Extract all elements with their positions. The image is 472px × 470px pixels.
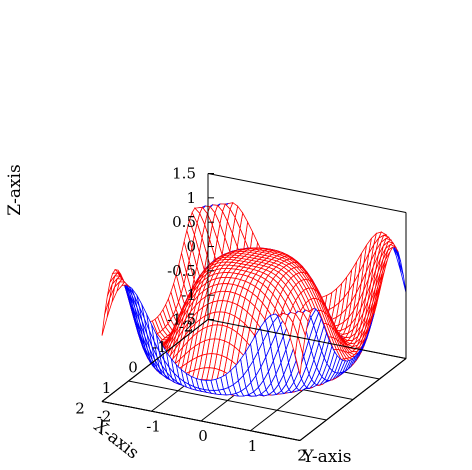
z-tick-label: -0.5 (167, 262, 196, 280)
box-edge-front (101, 319, 209, 402)
box-edge (207, 319, 407, 359)
z-tick-label: -1 (181, 286, 196, 304)
x-tick-label: 0 (128, 359, 138, 377)
box-edge (207, 173, 407, 213)
z-tick-label: 1.5 (172, 164, 196, 182)
z-tick-label: 1 (186, 189, 196, 207)
mesh-cell (101, 298, 110, 336)
y-tick-label: 2 (297, 447, 307, 465)
x-tick-label: 1 (102, 379, 112, 397)
bounding-box (101, 172, 407, 441)
y-tick-label: 0 (198, 427, 208, 445)
x-tick-label: -1 (152, 338, 167, 356)
y-axis-label: Y-axis (302, 447, 352, 467)
z-tick-label: 0 (186, 237, 196, 255)
x-tick-label: 2 (75, 400, 85, 418)
x-axis-label: X-axis (90, 416, 143, 463)
y-tick-label: 1 (248, 437, 258, 455)
box-edge-front (299, 358, 407, 441)
z-tick-label: 0.5 (172, 213, 196, 231)
surface-mesh (101, 202, 407, 397)
y-tick-label: -1 (146, 417, 161, 435)
y-tick-label: -2 (97, 408, 112, 426)
x-tick-label: -2 (179, 318, 194, 336)
z-axis-label: Z-axis (5, 164, 25, 215)
box-edge-front (101, 401, 301, 441)
z-tick-label: -1.5 (167, 311, 196, 329)
